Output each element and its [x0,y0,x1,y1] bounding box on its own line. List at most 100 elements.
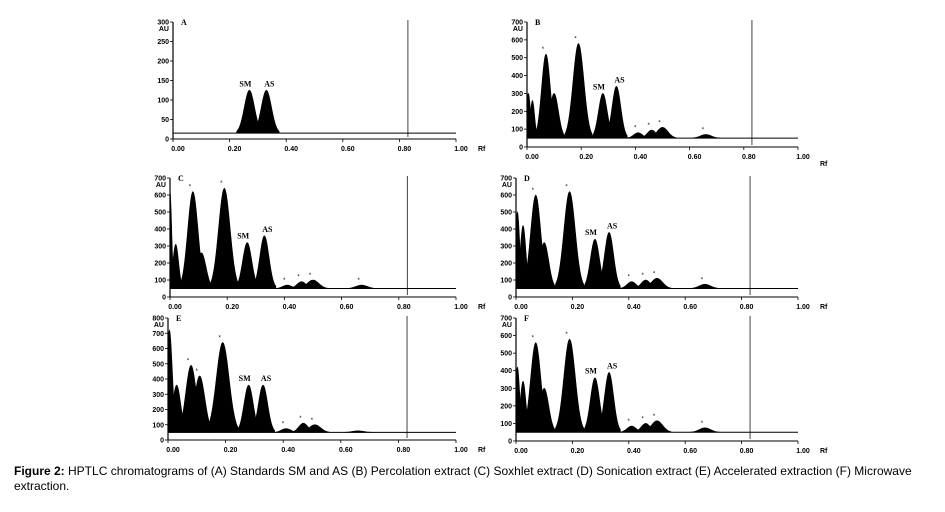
y-tick-label: 500 [152,361,164,368]
peak-marker: * [189,185,192,191]
x-tick-label: 0.80 [398,146,412,153]
x-tick-label: 0.40 [283,304,297,311]
peak-marker: * [627,275,630,281]
y-tick-label: 0 [508,295,512,302]
peak-marker: * [701,277,704,283]
y-tick-label: 700 [152,331,164,338]
x-tick-label: 0.00 [166,447,180,454]
y-tick-label: 700 [511,20,523,27]
chromatogram-peak [692,134,720,139]
figure-caption-text: HPTLC chromatograms of (A) Standards SM … [14,464,912,493]
y-tick-label: 300 [511,91,523,98]
y-tick-label: 100 [500,421,512,428]
y-tick-label: 200 [157,59,169,66]
y-tick-label: 600 [500,193,512,200]
y-tick-label: 0 [160,438,164,445]
peak-marker: * [642,416,645,422]
x-tick-label: 0.60 [683,448,697,455]
y-tick-label: 200 [500,403,512,410]
x-axis-unit: Rf [820,304,828,311]
y-tick-label: 0 [162,295,166,302]
x-tick-label: 0.20 [571,304,585,311]
y-tick-label: 500 [511,55,523,62]
y-tick-label: 250 [157,39,169,46]
y-tick-label: 0 [508,439,512,446]
peak-label: SM [593,82,605,91]
y-tick-label: 600 [154,193,166,200]
x-tick-label: 0.00 [525,154,539,161]
x-axis-unit: Rf [478,447,486,454]
chromatogram-peak [597,231,621,289]
chromatogram-peak [690,427,720,433]
x-tick-label: 0.20 [224,447,238,454]
y-tick-label: 300 [157,20,169,27]
chromatogram-peak [542,93,566,139]
y-axis-unit: AU [502,182,512,189]
peak-label: AS [607,361,618,370]
chromatogram-peak [555,191,584,289]
y-tick-label: 100 [152,422,164,429]
y-tick-label: 300 [154,244,166,251]
peak-marker: * [299,416,302,422]
x-tick-label: 0.40 [284,146,298,153]
panel-letter: A [181,18,187,27]
y-tick-label: 500 [500,351,512,358]
peak-marker: * [702,128,705,134]
peak-label: AS [262,225,273,234]
x-tick-label: 0.00 [171,146,185,153]
chromatogram-peak [253,89,280,134]
chromatogram-peak [605,85,628,139]
chromatogram-peak [298,279,328,289]
peak-label: SM [239,79,251,88]
y-tick-label: 50 [161,117,169,124]
peak-marker: * [532,188,535,194]
y-tick-label: 200 [152,407,164,414]
peak-marker: * [574,36,577,42]
x-tick-label: 1.00 [454,146,468,153]
chromatogram-peak [597,372,621,433]
chromatogram-peak [690,283,720,289]
x-axis-unit: Rf [478,146,486,153]
peak-label: SM [585,228,597,237]
x-tick-label: 0.60 [340,304,354,311]
panel-letter: F [524,314,529,323]
figure-caption: Figure 2: HPTLC chromatograms of (A) Sta… [14,464,934,494]
x-tick-label: 0.00 [514,304,528,311]
peak-marker: * [283,278,286,284]
chromatogram-peak [347,284,377,289]
x-tick-label: 0.60 [341,146,355,153]
y-tick-label: 800 [152,316,164,323]
y-tick-label: 400 [152,377,164,384]
chromatogram-peak [300,424,330,433]
peak-marker: * [653,271,656,277]
y-tick-label: 200 [511,109,523,116]
y-tick-label: 700 [154,176,166,183]
y-tick-label: 400 [500,227,512,234]
peak-marker: * [653,414,656,420]
y-tick-label: 200 [154,261,166,268]
x-tick-label: 1.00 [796,448,810,455]
x-tick-label: 0.80 [397,304,411,311]
y-tick-label: 150 [157,78,169,85]
peak-marker: * [309,273,312,279]
peak-label: SM [239,374,251,383]
panel-letter: B [535,18,541,27]
peak-marker: * [565,332,568,338]
x-tick-label: 1.00 [454,447,468,454]
chromatogram-peak [648,127,677,139]
chromatogram-peak [532,242,556,289]
x-tick-label: 0.40 [281,447,295,454]
peak-label: AS [264,79,275,88]
y-tick-label: 400 [500,368,512,375]
peak-marker: * [532,336,535,342]
peak-label: SM [237,232,249,241]
peak-marker: * [542,47,545,53]
